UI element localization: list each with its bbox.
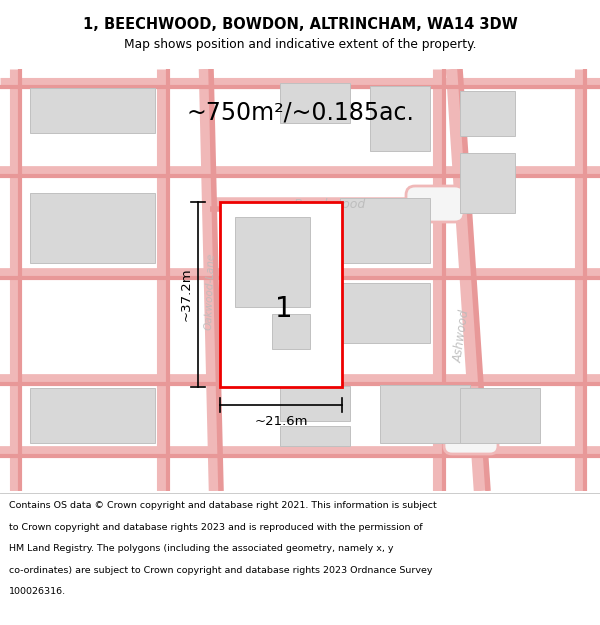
- FancyBboxPatch shape: [406, 186, 464, 222]
- FancyBboxPatch shape: [444, 420, 498, 454]
- Text: Contains OS data © Crown copyright and database right 2021. This information is : Contains OS data © Crown copyright and d…: [9, 501, 437, 510]
- Bar: [272, 314, 310, 349]
- Bar: [460, 153, 515, 213]
- Bar: [220, 202, 342, 387]
- Text: co-ordinates) are subject to Crown copyright and database rights 2023 Ordnance S: co-ordinates) are subject to Crown copyr…: [9, 566, 433, 574]
- Text: ~21.6m: ~21.6m: [254, 415, 308, 428]
- Bar: [460, 91, 515, 136]
- Text: to Crown copyright and database rights 2023 and is reproduced with the permissio: to Crown copyright and database rights 2…: [9, 522, 422, 532]
- Text: ~37.2m: ~37.2m: [180, 268, 193, 321]
- Text: 100026316.: 100026316.: [9, 587, 66, 596]
- Bar: [30, 388, 155, 443]
- Bar: [280, 426, 350, 446]
- Bar: [280, 386, 350, 421]
- Text: Ashwood: Ashwood: [452, 309, 472, 363]
- Bar: [235, 217, 310, 307]
- Bar: [460, 388, 540, 443]
- Bar: [380, 385, 470, 443]
- Text: HM Land Registry. The polygons (including the associated geometry, namely x, y: HM Land Registry. The polygons (includin…: [9, 544, 394, 553]
- Bar: [340, 198, 430, 263]
- Text: 1: 1: [275, 295, 292, 323]
- Bar: [370, 86, 430, 151]
- Text: 1, BEECHWOOD, BOWDON, ALTRINCHAM, WA14 3DW: 1, BEECHWOOD, BOWDON, ALTRINCHAM, WA14 3…: [83, 17, 517, 32]
- Bar: [30, 88, 155, 133]
- Text: Map shows position and indicative extent of the property.: Map shows position and indicative extent…: [124, 38, 476, 51]
- Bar: [340, 283, 430, 343]
- Text: Oakwood-Lane: Oakwood-Lane: [203, 253, 217, 330]
- Bar: [30, 193, 155, 263]
- Text: ~750m²/~0.185ac.: ~750m²/~0.185ac.: [186, 101, 414, 125]
- Bar: [280, 83, 350, 123]
- Text: Beechwood: Beechwood: [294, 199, 366, 211]
